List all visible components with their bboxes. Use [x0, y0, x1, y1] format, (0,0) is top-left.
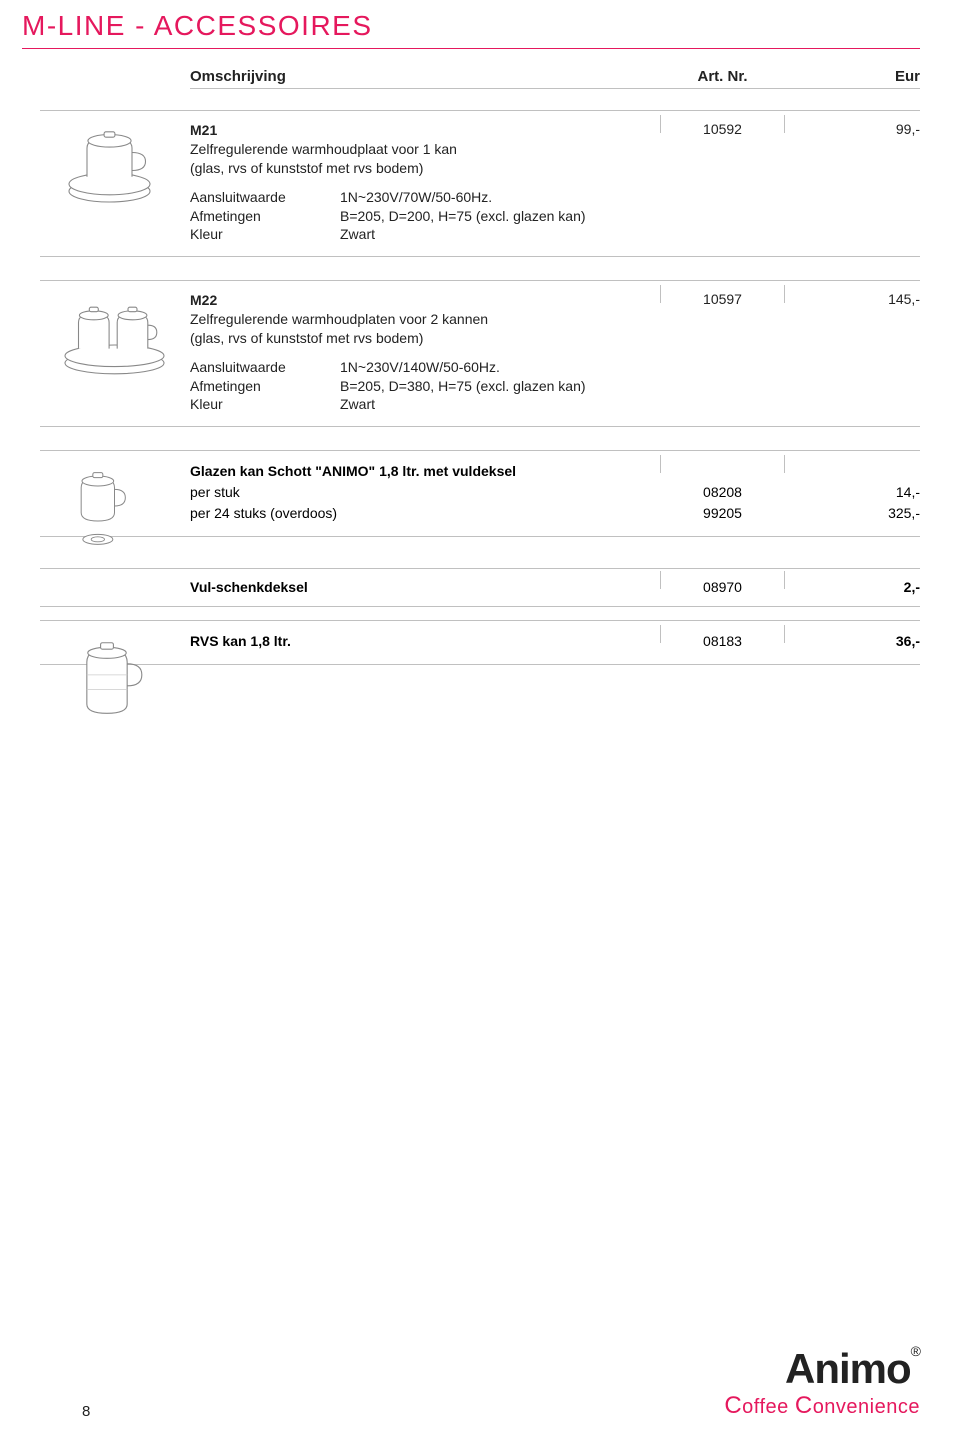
spec-label: Afmetingen: [190, 207, 340, 226]
product-desc1: Zelfregulerende warmhoudplaat voor 1 kan: [190, 140, 660, 159]
product-block-glass-jug: Glazen kan Schott "ANIMO" 1,8 ltr. met v…: [40, 450, 920, 537]
warmer-double-icon: [52, 291, 167, 381]
price: 36,-: [785, 631, 920, 652]
col-desc: Omschrijving: [190, 68, 660, 85]
page-number: 8: [82, 1403, 90, 1420]
spec-value: B=205, D=380, H=75 (excl. glazen kan): [340, 377, 660, 396]
title-underline: [22, 48, 920, 49]
spec-label: Kleur: [190, 395, 340, 414]
price: 2,-: [785, 577, 920, 598]
spec-label: Aansluitwaarde: [190, 188, 340, 207]
product-desc1: Zelfregulerende warmhoudplaten voor 2 ka…: [190, 310, 660, 329]
rvs-jug-icon: [52, 631, 167, 726]
product-block-m21: M21 Zelfregulerende warmhoudplaat voor 1…: [40, 110, 920, 257]
col-eur: Eur: [785, 68, 920, 85]
variant-label: per stuk: [190, 482, 660, 503]
art-nr: 08183: [660, 631, 785, 652]
warmer-single-icon: [52, 121, 167, 211]
art-nr: 08208: [660, 482, 785, 503]
variant-label: per 24 stuks (overdoos): [190, 503, 660, 524]
price: 99,-: [785, 121, 920, 244]
spec-value: 1N~230V/140W/50-60Hz.: [340, 358, 660, 377]
art-nr: [660, 461, 785, 482]
product-desc2: (glas, rvs of kunststof met rvs bodem): [190, 329, 660, 348]
art-nr: 99205: [660, 503, 785, 524]
spec-value: B=205, D=200, H=75 (excl. glazen kan): [340, 207, 660, 226]
col-art: Art. Nr.: [660, 68, 785, 85]
page-title: M-LINE - ACCESSOIRES: [22, 10, 373, 42]
price: 145,-: [785, 291, 920, 414]
tagline-word: offee: [742, 1396, 789, 1418]
price: 14,-: [785, 482, 920, 503]
spec-value: Zwart: [340, 225, 660, 244]
registered-icon: ®: [911, 1343, 920, 1359]
product-block-lid: Vul-schenkdeksel 08970 2,-: [40, 568, 920, 607]
art-nr: 10592: [660, 121, 785, 244]
spec-label: Aansluitwaarde: [190, 358, 340, 377]
footer-logo: Animo® Coffee Convenience: [724, 1348, 920, 1420]
tagline-word: onvenience: [813, 1396, 920, 1418]
brand-text: Animo: [785, 1345, 911, 1392]
brand-tagline: Coffee Convenience: [724, 1392, 920, 1420]
product-name: M22: [190, 291, 660, 310]
art-nr: 08970: [660, 577, 785, 598]
product-block-m22: M22 Zelfregulerende warmhoudplaten voor …: [40, 280, 920, 427]
column-header-row: Omschrijving Art. Nr. Eur: [190, 68, 920, 89]
product-name: Glazen kan Schott "ANIMO" 1,8 ltr. met v…: [190, 461, 660, 482]
price: [785, 461, 920, 482]
brand-name: Animo®: [724, 1348, 920, 1390]
spec-label: Afmetingen: [190, 377, 340, 396]
product-name: M21: [190, 121, 660, 140]
product-desc2: (glas, rvs of kunststof met rvs bodem): [190, 159, 660, 178]
spec-value: Zwart: [340, 395, 660, 414]
glass-jug-icon: [52, 461, 167, 551]
price: 325,-: [785, 503, 920, 524]
product-block-rvs-jug: RVS kan 1,8 ltr. 08183 36,-: [40, 620, 920, 665]
product-name: RVS kan 1,8 ltr.: [190, 631, 660, 652]
spec-value: 1N~230V/70W/50-60Hz.: [340, 188, 660, 207]
spec-label: Kleur: [190, 225, 340, 244]
art-nr: 10597: [660, 291, 785, 414]
product-name: Vul-schenkdeksel: [190, 577, 660, 598]
